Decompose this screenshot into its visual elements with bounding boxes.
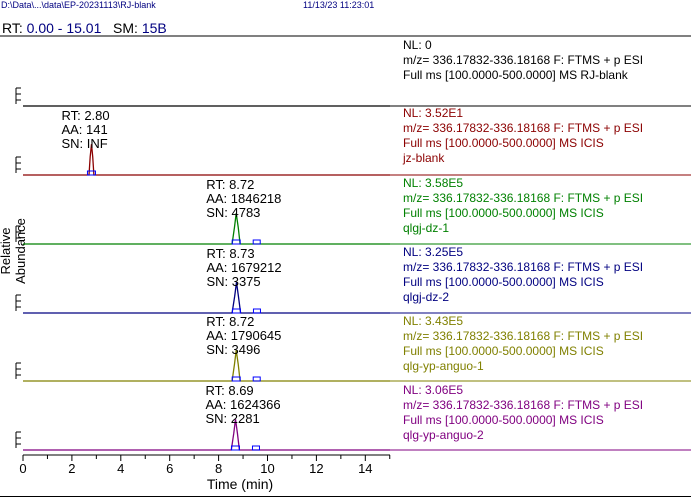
trace-filter: m/z= 336.17832-336.18168 F: FTMS + p ESI [403, 329, 644, 343]
x-tick-label: 4 [117, 461, 124, 476]
trace-nl: NL: 3.52E1 [403, 106, 464, 120]
peak-sn-label: SN: INF [61, 136, 108, 151]
peak-end-marker [252, 376, 261, 382]
trace-nl: NL: 3.25E5 [403, 245, 464, 259]
trace-scan: Full ms [100.0000-500.0000] MS ICIS [403, 413, 604, 427]
trace-filter: m/z= 336.17832-336.18168 F: FTMS + p ESI [403, 121, 644, 135]
peak-rt-label: RT: 8.69 [205, 383, 254, 398]
trace-scan: Full ms [100.0000-500.0000] MS ICIS [403, 344, 604, 358]
x-axis-label: Time (min) [206, 476, 274, 492]
trace-info: NL: 0 m/z= 336.17832-336.18168 F: FTMS + … [403, 38, 643, 98]
trace-filter: m/z= 336.17832-336.18168 F: FTMS + p ESI [403, 398, 644, 412]
trace-filter: m/z= 336.17832-336.18168 F: FTMS + p ESI [403, 53, 644, 67]
peak-start-marker [86, 170, 96, 176]
peak-aa-label: AA: 1624366 [205, 397, 281, 412]
x-tick-label: 14 [358, 461, 372, 476]
trace-filter: m/z= 336.17832-336.18168 F: FTMS + p ESI [403, 191, 644, 205]
trace-filter: m/z= 336.17832-336.18168 F: FTMS + p ESI [403, 260, 644, 274]
trace-name: qlg-yp-anguo-2 [403, 428, 484, 442]
x-tick-label: 0 [19, 461, 26, 476]
trace-nl: NL: 3.43E5 [403, 314, 464, 328]
trace-name: qlgj-dz-1 [403, 221, 450, 235]
trace-info: NL: 3.06E5 m/z= 336.17832-336.18168 F: FT… [403, 383, 643, 443]
rt-label: RT: [2, 20, 23, 36]
trace-name [403, 83, 643, 98]
peak-start-marker [231, 376, 241, 382]
trace-scan: Full ms [100.0000-500.0000] MS RJ-blank [403, 68, 628, 82]
trace-name: qlgj-dz-2 [403, 290, 450, 304]
file-path: D:\Data\...\data\EP-20231113\RJ-blank [1, 0, 156, 10]
peak-end-marker [251, 445, 260, 451]
sm-value: 15B [141, 20, 167, 36]
peak-aa-label: AA: 1846218 [206, 191, 282, 206]
x-tick-label: 12 [309, 461, 323, 476]
peak-rt-label: RT: 8.72 [206, 314, 255, 329]
peak-rt-label: RT: 8.73 [206, 246, 255, 261]
peak-annotation: RT: 2.80 AA: 141 SN: INF [61, 109, 109, 151]
peak-sn-label: SN: 4783 [206, 205, 261, 220]
peak-sn-label: SN: 2281 [205, 411, 260, 426]
trace-name: jz-blank [403, 151, 445, 165]
trace-info: NL: 3.25E5 m/z= 336.17832-336.18168 F: FT… [403, 245, 643, 305]
trace-scan: Full ms [100.0000-500.0000] MS ICIS [403, 275, 604, 289]
bottom-border [0, 496, 691, 497]
trace-nl: NL: 3.06E5 [403, 383, 464, 397]
peak-start-marker [231, 308, 241, 314]
peak-end-marker [252, 308, 261, 314]
trace-nl: NL: 0 [403, 38, 432, 52]
x-tick-label: 10 [260, 461, 274, 476]
peak-aa-label: AA: 1679212 [206, 260, 282, 275]
peak-end-marker [252, 239, 261, 245]
peak-aa-label: AA: 1790645 [206, 328, 282, 343]
rt-range-value: 0.00 - 15.01 [26, 20, 102, 36]
peak-annotation: RT: 8.69 AA: 1624366 SN: 2281 [205, 384, 280, 426]
rt-range-line: RT: 0.00 - 15.01 SM: 15B [2, 20, 167, 36]
peak-annotation: RT: 8.73 AA: 1679212 SN: 3375 [206, 247, 281, 289]
peak-sn-label: SN: 3496 [206, 342, 261, 357]
x-tick-label: 6 [166, 461, 173, 476]
x-tick-label: 8 [215, 461, 222, 476]
peak-sn-label: SN: 3375 [206, 274, 261, 289]
trace-info: NL: 3.58E5 m/z= 336.17832-336.18168 F: FT… [403, 176, 643, 236]
peak-annotation: RT: 8.72 AA: 1790645 SN: 3496 [206, 315, 281, 357]
peak-rt-label: RT: 2.80 [61, 108, 110, 123]
peak-rt-label: RT: 8.72 [206, 177, 255, 192]
trace-info: NL: 3.43E5 m/z= 336.17832-336.18168 F: FT… [403, 314, 643, 374]
trace-scan: Full ms [100.0000-500.0000] MS ICIS [403, 206, 604, 220]
trace-nl: NL: 3.58E5 [403, 176, 464, 190]
trace-scan: Full ms [100.0000-500.0000] MS ICIS [403, 136, 604, 150]
peak-start-marker [231, 239, 241, 245]
timestamp: 11/13/23 11:23:01 [303, 0, 375, 10]
peak-aa-label: AA: 141 [61, 122, 108, 137]
x-tick-label: 2 [68, 461, 75, 476]
sm-label: SM: [113, 20, 138, 36]
peak-annotation: RT: 8.72 AA: 1846218 SN: 4783 [206, 178, 281, 220]
header-bar: D:\Data\...\data\EP-20231113\RJ-blank 11… [0, 0, 691, 12]
trace-info: NL: 3.52E1 m/z= 336.17832-336.18168 F: FT… [403, 106, 643, 166]
peak-start-marker [230, 445, 240, 451]
trace-name: qlg-yp-anguo-1 [403, 359, 484, 373]
